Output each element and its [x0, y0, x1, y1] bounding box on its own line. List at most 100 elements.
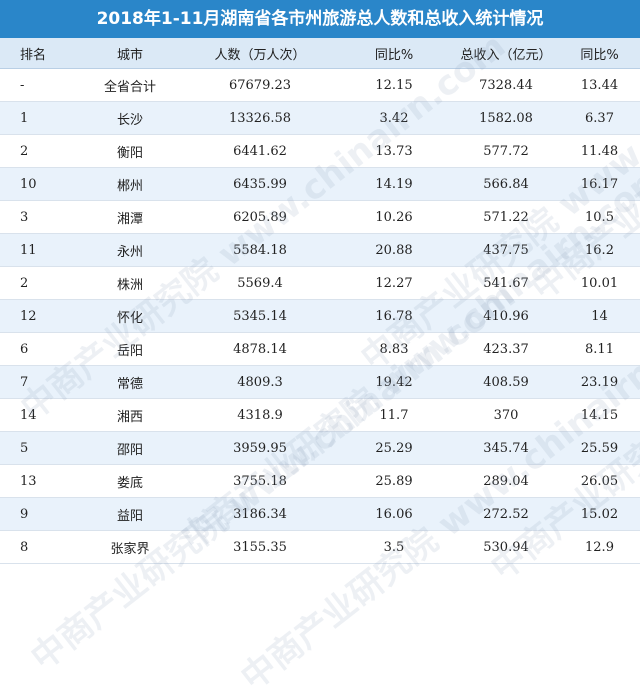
table-title: 2018年1-11月湖南省各市州旅游总人数和总收入统计情况	[0, 0, 640, 38]
yoy-revenue-cell: 16.17	[559, 167, 640, 201]
visitors-cell: 6205.89	[185, 200, 335, 234]
header-yoy-revenue: 同比%	[559, 38, 640, 69]
rank-cell: 6	[0, 332, 75, 366]
yoy-revenue-cell: 26.05	[559, 464, 640, 498]
revenue-cell: 345.74	[453, 431, 559, 465]
visitors-cell: 67679.23	[185, 68, 335, 102]
header-rank: 排名	[0, 38, 75, 69]
revenue-cell: 1582.08	[453, 101, 559, 135]
yoy-revenue-cell: 10.5	[559, 200, 640, 234]
rank-cell: 12	[0, 299, 75, 333]
revenue-cell: 410.96	[453, 299, 559, 333]
visitors-cell: 3186.34	[185, 497, 335, 531]
visitors-cell: 4878.14	[185, 332, 335, 366]
yoy-revenue-cell: 16.2	[559, 233, 640, 267]
yoy-visitors-cell: 12.27	[335, 266, 453, 300]
yoy-revenue-cell: 6.37	[559, 101, 640, 135]
yoy-visitors-cell: 25.89	[335, 464, 453, 498]
visitors-cell: 13326.58	[185, 101, 335, 135]
rank-cell: 13	[0, 464, 75, 498]
revenue-cell: 437.75	[453, 233, 559, 267]
revenue-cell: 530.94	[453, 530, 559, 564]
table-row: 12 怀化 5345.14 16.78 410.96 14	[0, 299, 640, 333]
table-row: 3 湘潭 6205.89 10.26 571.22 10.5	[0, 200, 640, 234]
rank-cell: 11	[0, 233, 75, 267]
table-row: 1 长沙 13326.58 3.42 1582.08 6.37	[0, 101, 640, 135]
rank-cell: 7	[0, 365, 75, 399]
rank-cell: 10	[0, 167, 75, 201]
yoy-visitors-cell: 12.15	[335, 68, 453, 102]
city-cell: 郴州	[75, 167, 185, 201]
rank-cell: 8	[0, 530, 75, 564]
city-cell: 湘潭	[75, 200, 185, 234]
visitors-cell: 3155.35	[185, 530, 335, 564]
rank-cell: -	[0, 68, 75, 102]
yoy-visitors-cell: 10.26	[335, 200, 453, 234]
visitors-cell: 5569.4	[185, 266, 335, 300]
header-revenue: 总收入（亿元）	[453, 38, 559, 69]
yoy-visitors-cell: 8.83	[335, 332, 453, 366]
table-row: 14 湘西 4318.9 11.7 370 14.15	[0, 398, 640, 432]
yoy-revenue-cell: 14.15	[559, 398, 640, 432]
rank-cell: 1	[0, 101, 75, 135]
revenue-cell: 272.52	[453, 497, 559, 531]
tourism-stats-table: 排名 城市 人数（万人次） 同比% 总收入（亿元） 同比% - 全省合计 67679…	[0, 38, 640, 564]
yoy-revenue-cell: 14	[559, 299, 640, 333]
yoy-visitors-cell: 13.73	[335, 134, 453, 168]
table-row: 13 娄底 3755.18 25.89 289.04 26.05	[0, 464, 640, 498]
revenue-cell: 541.67	[453, 266, 559, 300]
revenue-cell: 577.72	[453, 134, 559, 168]
visitors-cell: 6435.99	[185, 167, 335, 201]
table-row: 8 张家界 3155.35 3.5 530.94 12.9	[0, 530, 640, 564]
city-cell: 岳阳	[75, 332, 185, 366]
city-cell: 常德	[75, 365, 185, 399]
rank-cell: 14	[0, 398, 75, 432]
city-cell: 长沙	[75, 101, 185, 135]
yoy-revenue-cell: 13.44	[559, 68, 640, 102]
table-row: 7 常德 4809.3 19.42 408.59 23.19	[0, 365, 640, 399]
city-cell: 永州	[75, 233, 185, 267]
city-cell: 益阳	[75, 497, 185, 531]
visitors-cell: 6441.62	[185, 134, 335, 168]
revenue-cell: 423.37	[453, 332, 559, 366]
yoy-revenue-cell: 12.9	[559, 530, 640, 564]
city-cell: 全省合计	[75, 68, 185, 102]
yoy-revenue-cell: 25.59	[559, 431, 640, 465]
header-row: 排名 城市 人数（万人次） 同比% 总收入（亿元） 同比%	[0, 38, 640, 69]
revenue-cell: 571.22	[453, 200, 559, 234]
yoy-visitors-cell: 16.06	[335, 497, 453, 531]
yoy-visitors-cell: 14.19	[335, 167, 453, 201]
yoy-revenue-cell: 15.02	[559, 497, 640, 531]
visitors-cell: 4809.3	[185, 365, 335, 399]
city-cell: 娄底	[75, 464, 185, 498]
yoy-revenue-cell: 10.01	[559, 266, 640, 300]
visitors-cell: 3959.95	[185, 431, 335, 465]
table-row: 2 衡阳 6441.62 13.73 577.72 11.48	[0, 134, 640, 168]
yoy-revenue-cell: 11.48	[559, 134, 640, 168]
rank-cell: 9	[0, 497, 75, 531]
table-row: 6 岳阳 4878.14 8.83 423.37 8.11	[0, 332, 640, 366]
table-row: 10 郴州 6435.99 14.19 566.84 16.17	[0, 167, 640, 201]
revenue-cell: 7328.44	[453, 68, 559, 102]
table-row: 11 永州 5584.18 20.88 437.75 16.2	[0, 233, 640, 267]
visitors-cell: 5584.18	[185, 233, 335, 267]
revenue-cell: 566.84	[453, 167, 559, 201]
header-yoy-visitors: 同比%	[335, 38, 453, 69]
rank-cell: 5	[0, 431, 75, 465]
table-row: - 全省合计 67679.23 12.15 7328.44 13.44	[0, 68, 640, 102]
table-row: 2 株洲 5569.4 12.27 541.67 10.01	[0, 266, 640, 300]
header-visitors: 人数（万人次）	[185, 38, 335, 69]
header-city: 城市	[75, 38, 185, 69]
yoy-visitors-cell: 11.7	[335, 398, 453, 432]
yoy-revenue-cell: 23.19	[559, 365, 640, 399]
yoy-visitors-cell: 19.42	[335, 365, 453, 399]
visitors-cell: 4318.9	[185, 398, 335, 432]
yoy-visitors-cell: 20.88	[335, 233, 453, 267]
table-row: 9 益阳 3186.34 16.06 272.52 15.02	[0, 497, 640, 531]
city-cell: 株洲	[75, 266, 185, 300]
yoy-visitors-cell: 16.78	[335, 299, 453, 333]
yoy-visitors-cell: 3.5	[335, 530, 453, 564]
yoy-revenue-cell: 8.11	[559, 332, 640, 366]
rank-cell: 3	[0, 200, 75, 234]
yoy-visitors-cell: 25.29	[335, 431, 453, 465]
